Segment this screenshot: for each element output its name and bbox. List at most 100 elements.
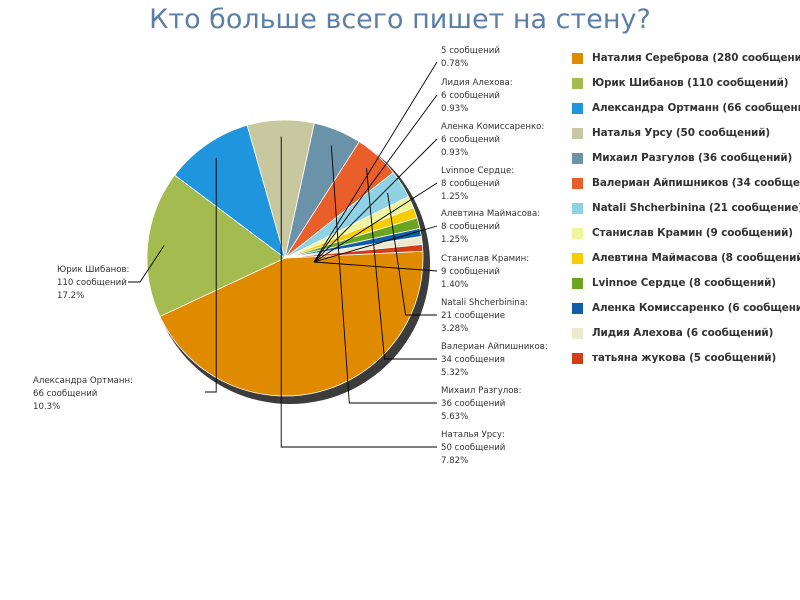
legend-label: Natali Shcherbinina (21 сообщение) <box>592 202 800 214</box>
callout-label: 5.32% <box>441 368 468 378</box>
callout: Михаил Разгулов: 36 сообщений 5.63% <box>330 145 522 422</box>
pie-callouts: Юрик Шибанов:110 сообщений17.2%Александр… <box>33 46 548 466</box>
callout-leader <box>330 145 437 404</box>
legend-label: Валериан Айпишников (34 сообщения) <box>592 177 800 189</box>
legend-label: Станислав Крамин (9 сообщений) <box>592 227 793 239</box>
callout-leader <box>313 182 438 263</box>
legend-swatch <box>572 353 583 364</box>
legend-swatch <box>572 328 583 339</box>
legend-label: Лидия Алехова (6 сообщений) <box>592 327 774 339</box>
callout-label: Юрик Шибанов: <box>57 265 129 275</box>
legend-swatch <box>572 253 583 264</box>
callout: 5 сообщений 0.78% <box>313 46 500 263</box>
legend-swatch <box>572 278 583 289</box>
legend-item: Юрик Шибанов (110 сообщений) <box>572 76 800 101</box>
legend-item: Станислав Крамин (9 сообщений) <box>572 226 800 251</box>
legend-swatch <box>572 178 583 189</box>
legend-label: Александра Ортманн (66 сообщений) <box>592 102 800 114</box>
callout-label: Александра Ортманн: <box>33 376 133 386</box>
legend-swatch <box>572 128 583 139</box>
legend-item: Наталья Урсу (50 сообщений) <box>572 126 800 151</box>
pie-slices <box>146 119 424 397</box>
legend-label: Алевтина Маймасова (8 сообщений) <box>592 252 800 264</box>
legend-item: Валериан Айпишников (34 сообщения) <box>572 176 800 201</box>
callout-label: 36 сообщений <box>441 399 505 409</box>
legend-item: Лидия Алехова (6 сообщений) <box>572 326 800 351</box>
callout: Natali Shcherbinina: 21 сообщение 3.28% <box>387 192 528 334</box>
legend-label: Наталия Сереброва (280 сообщений) <box>592 52 800 64</box>
legend-label: татьяна жукова (5 сообщений) <box>592 352 777 364</box>
callout-label: 8 сообщений <box>441 179 500 189</box>
callout-label: 8 сообщений <box>441 222 500 232</box>
legend-swatch <box>572 153 583 164</box>
callout-label: Наталья Урсу: <box>441 430 505 440</box>
legend: Наталия Сереброва (280 сообщений) Юрик Ши… <box>572 51 800 376</box>
legend-label: Михаил Разгулов (36 сообщений) <box>592 152 793 164</box>
legend-swatch <box>572 53 583 64</box>
callout-label: 5.63% <box>441 412 468 422</box>
legend-item: Александра Ортманн (66 сообщений) <box>572 101 800 126</box>
callout-leader <box>205 157 217 393</box>
legend-label: Lvinnoe Сердце (8 сообщений) <box>592 277 776 289</box>
callout-label: 17.2% <box>57 291 84 301</box>
callout-label: 21 сообщение <box>441 311 505 321</box>
callout-label: Аленка Комиссаренко: <box>441 122 544 132</box>
legend-item: Аленка Комиссаренко (6 сообщений) <box>572 301 800 326</box>
callout-label: 1.25% <box>441 235 468 245</box>
callout-label: Лидия Алехова: <box>441 78 513 88</box>
callout-label: 110 сообщений <box>57 278 127 288</box>
callout-label: 7.82% <box>441 456 468 466</box>
legend-item: Lvinnoe Сердце (8 сообщений) <box>572 276 800 301</box>
callout: Валериан Айпишников: 34 сообщения 5.32% <box>366 167 548 378</box>
callout-label: Станислав Крамин: <box>441 254 529 264</box>
callout-label: 0.93% <box>441 148 468 158</box>
callout-label: 1.25% <box>441 192 468 202</box>
callout-label: 3.28% <box>441 324 468 334</box>
legend-swatch <box>572 203 583 214</box>
callout-label: 0.78% <box>441 59 468 69</box>
legend-item: Алевтина Маймасова (8 сообщений) <box>572 251 800 276</box>
legend-label: Наталья Урсу (50 сообщений) <box>592 127 771 139</box>
callout-label: 6 сообщений <box>441 135 500 145</box>
callout-leader <box>366 167 437 360</box>
legend-swatch <box>572 303 583 314</box>
pie-slice <box>174 124 286 260</box>
callout: Аленка Комиссаренко: 6 сообщений 0.93% <box>313 122 544 263</box>
pie-slice <box>159 250 424 397</box>
callout-label: Михаил Разгулов: <box>441 386 522 396</box>
callout-label: 1.40% <box>441 280 468 290</box>
callout: Lvinnoe Сердце: 8 сообщений 1.25% <box>313 166 514 263</box>
callout-leader <box>387 192 437 316</box>
callout: Юрик Шибанов: 110 сообщений 17.2% <box>57 245 165 301</box>
callout-leader <box>313 261 438 272</box>
callout-label: Алевтина Маймасова: <box>441 209 540 219</box>
callout-label: 50 сообщений <box>441 443 505 453</box>
legend-item: татьяна жукова (5 сообщений) <box>572 351 800 376</box>
callout-label: 66 сообщений <box>33 389 97 399</box>
callout-label: 34 сообщения <box>441 355 505 365</box>
callout-leader <box>313 94 438 263</box>
callout-leader <box>280 136 437 448</box>
callout-leader <box>313 225 438 263</box>
callout: Лидия Алехова: 6 сообщений 0.93% <box>313 78 513 263</box>
callout-label: 6 сообщений <box>441 91 500 101</box>
chart-title: Кто больше всего пишет на стену? <box>149 4 651 35</box>
callout-label: 5 сообщений <box>441 46 500 56</box>
legend-item: Михаил Разгулов (36 сообщений) <box>572 151 800 176</box>
callout-label: Lvinnoe Сердце: <box>441 166 514 176</box>
callout-label: 9 сообщений <box>441 267 500 277</box>
legend-label: Аленка Комиссаренко (6 сообщений) <box>592 302 800 314</box>
legend-item: Natali Shcherbinina (21 сообщение) <box>572 201 800 226</box>
callout-leader <box>128 245 165 283</box>
callout-label: 10.3% <box>33 402 60 412</box>
legend-item: Наталия Сереброва (280 сообщений) <box>572 51 800 76</box>
legend-label: Юрик Шибанов (110 сообщений) <box>592 77 789 89</box>
callout: Наталья Урсу: 50 сообщений 7.82% <box>280 136 505 466</box>
callout-leader <box>313 138 438 263</box>
legend-swatch <box>572 228 583 239</box>
callout: Александра Ортманн: 66 сообщений 10.3% <box>33 157 217 412</box>
callout: Станислав Крамин: 9 сообщений 1.40% <box>313 254 529 290</box>
callout-label: 0.93% <box>441 104 468 114</box>
callout-label: Валериан Айпишников: <box>441 342 548 352</box>
